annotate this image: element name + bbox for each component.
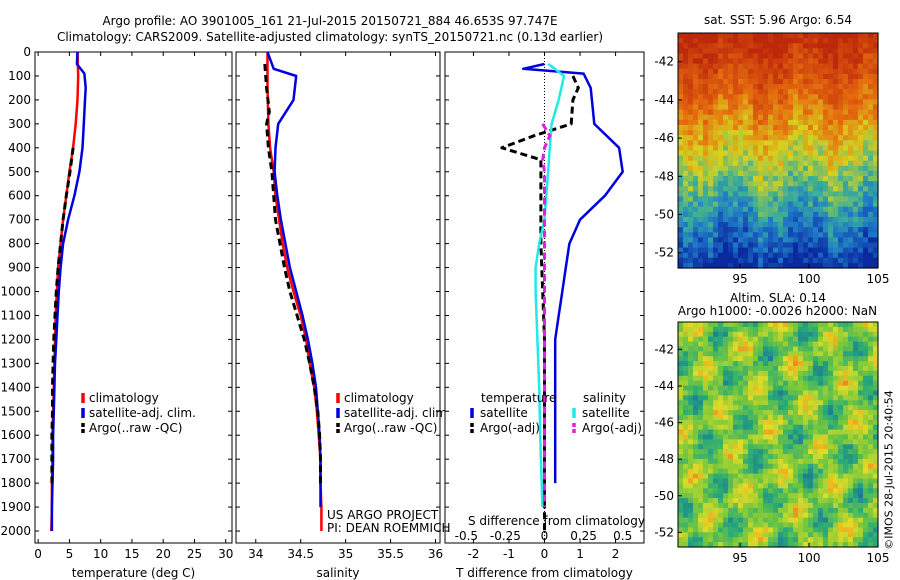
map-y-tick-label: -42 bbox=[654, 55, 674, 69]
y-tick-label: 2000 bbox=[0, 524, 31, 538]
legend-title-salinity: salinity bbox=[583, 391, 626, 405]
x-tick-label-salinity: 35.5 bbox=[377, 547, 404, 561]
map-x-tick-label: 95 bbox=[732, 551, 747, 565]
s-tick-label: -0.25 bbox=[490, 529, 521, 543]
x-tick-label-salinity: 34 bbox=[248, 547, 263, 561]
x-tick-label-temperature: 25 bbox=[187, 547, 202, 561]
legend-label-difference: Argo(-adj) bbox=[582, 421, 642, 435]
sla-map-title-1: Altim. SLA: 0.14 bbox=[729, 291, 827, 305]
map-x-tick-label: 105 bbox=[867, 551, 890, 565]
legend-label-difference: satellite bbox=[480, 406, 528, 420]
project-label: US ARGO PROJECT bbox=[327, 508, 439, 522]
y-tick-label: 1300 bbox=[0, 356, 31, 370]
map-x-tick-label: 100 bbox=[798, 551, 821, 565]
s-tick-label: 0.5 bbox=[613, 529, 632, 543]
y-tick-label: 400 bbox=[8, 141, 31, 155]
y-tick-label: 1500 bbox=[0, 404, 31, 418]
header-line-2: Climatology: CARS2009. Satellite-adjuste… bbox=[56, 30, 604, 44]
map-frame-sst-map bbox=[677, 32, 879, 269]
y-tick-label: 1600 bbox=[0, 428, 31, 442]
series-difference-satellite-salinity bbox=[534, 62, 566, 508]
y-tick-label: 500 bbox=[8, 165, 31, 179]
y-tick-label: 1100 bbox=[0, 308, 31, 322]
legend-title-temperature: temperature bbox=[481, 391, 556, 405]
map-y-tick-label: -50 bbox=[654, 208, 674, 222]
x-axis-label-difference: T difference from climatology bbox=[455, 566, 633, 580]
legend-label-difference: satellite bbox=[582, 406, 630, 420]
map-y-tick-label: -44 bbox=[654, 379, 674, 393]
legend-label-difference: Argo(-adj) bbox=[480, 421, 540, 435]
map-y-tick-label: -50 bbox=[654, 489, 674, 503]
map-sst-map bbox=[678, 33, 879, 269]
x-tick-label-temperature: 15 bbox=[124, 547, 139, 561]
map-y-tick-label: -46 bbox=[654, 416, 674, 430]
x-tick-label-difference: 2 bbox=[612, 547, 620, 561]
series-temperature-argo-raw-qc bbox=[50, 147, 75, 484]
y-tick-label: 1400 bbox=[0, 380, 31, 394]
map-frame-sla-map bbox=[677, 321, 879, 548]
copyright-vertical: ©IMOS 28-Jul-2015 20:40:54 bbox=[882, 390, 896, 550]
x-tick-label-salinity: 34.5 bbox=[287, 547, 314, 561]
y-tick-label: 1800 bbox=[0, 476, 31, 490]
x-tick-label-salinity: 35 bbox=[338, 547, 353, 561]
y-tick-label: 900 bbox=[8, 261, 31, 275]
series-salinity-argo-raw-qc bbox=[263, 63, 322, 484]
map-sla-map bbox=[678, 322, 879, 548]
legend-label-temperature: satellite-adj. clim. bbox=[89, 406, 196, 420]
y-tick-label: 1900 bbox=[0, 500, 31, 514]
x-tick-label-temperature: 5 bbox=[66, 547, 74, 561]
series-temperature-satellite-adj-clim bbox=[50, 51, 87, 531]
pi-label: PI: DEAN ROEMMICH bbox=[327, 521, 451, 535]
x-tick-label-difference: 1 bbox=[576, 547, 584, 561]
s-diff-label: S difference from climatology bbox=[468, 514, 645, 528]
y-tick-label: 1000 bbox=[0, 285, 31, 299]
plot-frame-salinity bbox=[235, 51, 441, 544]
y-tick-label: 200 bbox=[8, 93, 31, 107]
s-tick-label: 0.25 bbox=[570, 529, 597, 543]
series-difference-argo-adj-temperature bbox=[500, 75, 580, 531]
legend-label-salinity: climatology bbox=[344, 391, 414, 405]
map-y-tick-label: -52 bbox=[654, 246, 674, 260]
s-tick-label: -0.5 bbox=[455, 529, 478, 543]
x-axis-label-salinity: salinity bbox=[316, 566, 359, 580]
map-y-tick-label: -48 bbox=[654, 169, 674, 183]
y-tick-label: 800 bbox=[8, 237, 31, 251]
x-tick-label-temperature: 30 bbox=[218, 547, 233, 561]
map-x-tick-label: 105 bbox=[867, 272, 890, 286]
sla-map-title-2: Argo h1000: -0.0026 h2000: NaN bbox=[677, 304, 878, 318]
y-tick-label: 1700 bbox=[0, 452, 31, 466]
map-x-tick-label: 95 bbox=[732, 272, 747, 286]
x-tick-label-temperature: 0 bbox=[34, 547, 42, 561]
y-tick-label: 700 bbox=[8, 213, 31, 227]
plot-frame-temperature bbox=[34, 51, 233, 544]
legend-label-temperature: climatology bbox=[89, 391, 159, 405]
map-y-tick-label: -46 bbox=[654, 131, 674, 145]
map-y-tick-label: -44 bbox=[654, 93, 674, 107]
map-x-tick-label: 100 bbox=[798, 272, 821, 286]
y-tick-label: 300 bbox=[8, 117, 31, 131]
legend-label-salinity: satellite-adj. clim. bbox=[344, 406, 451, 420]
y-tick-label: 0 bbox=[23, 45, 31, 59]
x-tick-label-difference: -1 bbox=[503, 547, 515, 561]
x-tick-label-salinity: 36 bbox=[428, 547, 443, 561]
x-tick-label-difference: 0 bbox=[541, 547, 549, 561]
x-tick-label-temperature: 20 bbox=[156, 547, 171, 561]
y-tick-label: 100 bbox=[8, 69, 31, 83]
legend-label-salinity: Argo(..raw -QC) bbox=[344, 421, 437, 435]
map-y-tick-label: -48 bbox=[654, 452, 674, 466]
map-y-tick-label: -52 bbox=[654, 525, 674, 539]
x-axis-label-temperature: temperature (deg C) bbox=[72, 566, 195, 580]
map-y-tick-label: -42 bbox=[654, 342, 674, 356]
legend-label-temperature: Argo(..raw -QC) bbox=[89, 421, 182, 435]
s-tick-label: 0 bbox=[541, 529, 549, 543]
x-tick-label-temperature: 10 bbox=[93, 547, 108, 561]
sst-map-title: sat. SST: 5.96 Argo: 6.54 bbox=[703, 13, 853, 27]
x-tick-label-difference: -2 bbox=[467, 547, 479, 561]
header-line-1: Argo profile: AO 3901005_161 21-Jul-2015… bbox=[102, 14, 558, 28]
y-tick-label: 600 bbox=[8, 189, 31, 203]
series-difference-satellite-temperature bbox=[521, 62, 624, 484]
y-tick-label: 1200 bbox=[0, 332, 31, 346]
